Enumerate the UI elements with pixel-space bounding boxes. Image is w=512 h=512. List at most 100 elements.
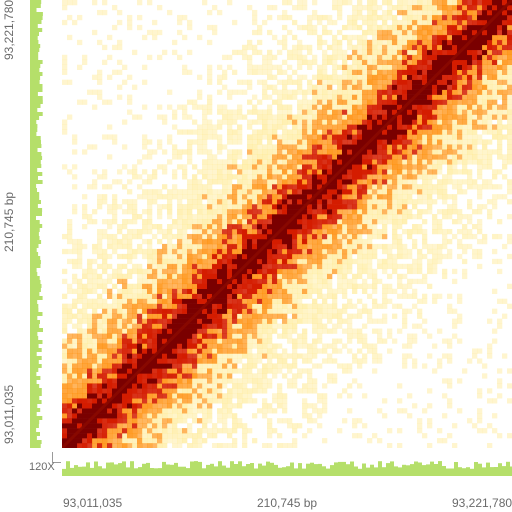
heatmap-cell	[367, 253, 373, 260]
heatmap-cell	[92, 373, 98, 379]
heatmap-cell	[217, 124, 223, 130]
heatmap-cell	[392, 84, 398, 90]
heatmap-cell	[247, 124, 253, 130]
heatmap-cell	[382, 14, 388, 21]
heatmap-cell	[397, 328, 403, 334]
heatmap-cell	[407, 94, 413, 100]
heatmap-cell	[237, 209, 243, 215]
heatmap-cell	[257, 243, 263, 250]
heatmap-cell	[292, 4, 298, 11]
heatmap-cell	[232, 393, 238, 399]
heatmap-cell	[162, 293, 168, 299]
heatmap-cell	[337, 238, 343, 245]
heatmap-cell	[442, 174, 448, 180]
heatmap-cell	[327, 373, 333, 379]
heatmap-cell	[312, 328, 318, 334]
heatmap-cell	[242, 159, 248, 165]
heatmap-cell	[97, 298, 103, 304]
heatmap-cell	[247, 44, 253, 51]
heatmap-cell	[437, 54, 443, 61]
heatmap-cell	[352, 79, 358, 85]
heatmap-cell	[112, 353, 118, 359]
heatmap-cell	[412, 179, 418, 185]
heatmap-cell	[462, 144, 468, 150]
heatmap-cell	[257, 358, 263, 364]
heatmap-cell	[212, 204, 218, 210]
heatmap-cell	[222, 423, 228, 429]
heatmap-cell	[187, 353, 193, 359]
heatmap-cell	[117, 308, 123, 314]
heatmap-cell	[262, 443, 268, 448]
heatmap-cell	[397, 29, 403, 36]
heatmap-cell	[262, 238, 268, 245]
heatmap-cell	[242, 253, 248, 260]
heatmap-cell	[182, 418, 188, 424]
heatmap-cell	[67, 408, 73, 414]
heatmap-cell	[257, 238, 263, 245]
heatmap-cell	[157, 433, 163, 439]
heatmap-cell	[222, 288, 228, 294]
heatmap-cell	[127, 219, 133, 225]
heatmap-cell	[192, 303, 198, 309]
heatmap-cell	[142, 308, 148, 314]
heatmap-cell	[192, 258, 198, 265]
heatmap-cell	[312, 134, 318, 140]
heatmap-cell	[232, 89, 238, 95]
heatmap-cell	[137, 114, 143, 120]
heatmap-cell	[242, 179, 248, 185]
heatmap-cell	[412, 119, 418, 125]
heatmap-cell	[377, 219, 383, 225]
heatmap-cell	[407, 74, 413, 80]
heatmap-cell	[342, 74, 348, 80]
heatmap-cell	[347, 363, 353, 369]
coverage-bar	[30, 140, 41, 144]
heatmap-cell	[297, 44, 303, 51]
heatmap-cell	[192, 268, 198, 275]
heatmap-cell	[437, 44, 443, 51]
heatmap-cell	[147, 443, 153, 448]
heatmap-cell	[267, 248, 273, 255]
heatmap-cell	[167, 308, 173, 314]
heatmap-cell	[167, 373, 173, 379]
heatmap-cell	[447, 194, 453, 200]
heatmap-cell	[212, 308, 218, 314]
contact-heatmap[interactable]	[62, 0, 512, 448]
heatmap-cell	[227, 224, 233, 230]
heatmap-cell	[197, 224, 203, 230]
heatmap-cell	[117, 313, 123, 319]
heatmap-cell	[352, 64, 358, 70]
coverage-bar	[30, 116, 40, 120]
heatmap-cell	[257, 79, 263, 85]
heatmap-cell	[407, 308, 413, 314]
heatmap-cell	[227, 358, 233, 364]
heatmap-cell	[67, 378, 73, 384]
heatmap-cell	[62, 164, 68, 170]
heatmap-cell	[227, 283, 233, 290]
heatmap-cell	[352, 164, 358, 170]
heatmap-cell	[207, 79, 213, 85]
heatmap-cell	[317, 408, 323, 414]
coverage-bar	[30, 0, 42, 4]
heatmap-cell	[182, 373, 188, 379]
heatmap-cell	[292, 378, 298, 384]
heatmap-cell	[297, 179, 303, 185]
heatmap-cell	[87, 268, 93, 275]
heatmap-cell	[207, 338, 213, 344]
heatmap-cell	[252, 323, 258, 329]
heatmap-cell	[402, 353, 408, 359]
heatmap-cell	[472, 19, 478, 26]
heatmap-cell	[202, 383, 208, 389]
heatmap-cell	[302, 238, 308, 245]
heatmap-cell	[402, 24, 408, 31]
heatmap-cell	[297, 159, 303, 165]
heatmap-cell	[107, 313, 113, 319]
heatmap-cell	[77, 378, 83, 384]
heatmap-cell	[362, 214, 368, 220]
heatmap-cell	[197, 358, 203, 364]
heatmap-cell	[137, 383, 143, 389]
heatmap-cell	[157, 398, 163, 404]
heatmap-cell	[397, 253, 403, 260]
heatmap-cell	[117, 418, 123, 424]
heatmap-cell	[432, 268, 438, 275]
heatmap-cell	[312, 104, 318, 110]
